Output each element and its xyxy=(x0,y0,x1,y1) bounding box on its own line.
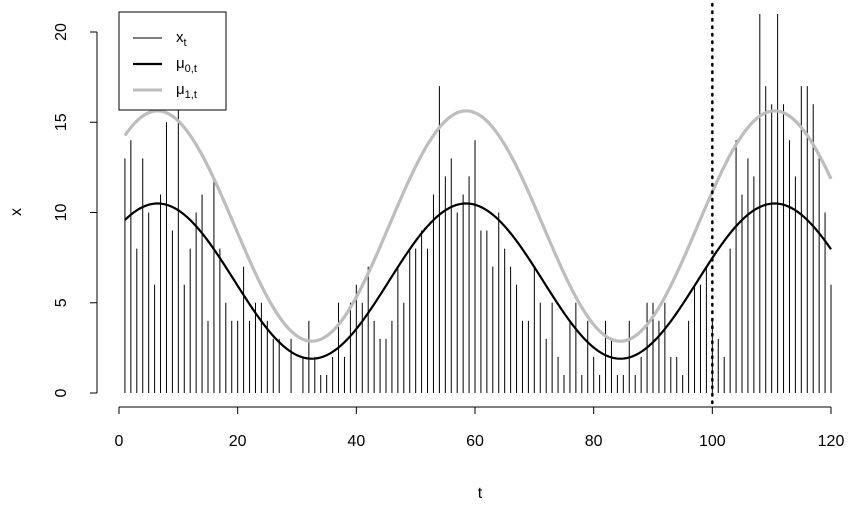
y-tick-label-5: 5 xyxy=(53,298,70,307)
x-tick-label-80: 80 xyxy=(585,433,603,450)
y-tick-label-20: 20 xyxy=(53,23,70,41)
axes: t x 0 20 40 60 80 100 120 0 5 10 15 20 xyxy=(8,23,844,502)
legend-label-mu1: μ1,t xyxy=(176,81,197,101)
y-tick-label-0: 0 xyxy=(53,388,70,397)
legend-label-xt: xt xyxy=(176,29,187,49)
legend-box xyxy=(118,11,227,111)
x-tick-label-60: 60 xyxy=(466,433,484,450)
x-tick-label-100: 100 xyxy=(699,433,726,450)
series-mu1-curve xyxy=(123,109,833,343)
x-tick-label-120: 120 xyxy=(818,433,845,450)
plot-region xyxy=(123,2,833,409)
series-xt xyxy=(124,13,832,393)
legend: xt μ0,t μ1,t xyxy=(118,11,227,111)
y-tick-label-15: 15 xyxy=(53,113,70,131)
legend-label-mu0: μ0,t xyxy=(176,55,197,75)
y-tick-label-10: 10 xyxy=(53,204,70,222)
x-tick-label-40: 40 xyxy=(347,433,365,450)
x-axis-label: t xyxy=(478,485,483,502)
x-tick-label-0: 0 xyxy=(115,433,124,450)
series-mu0-curve xyxy=(124,202,832,360)
y-axis-label: x xyxy=(8,208,25,216)
x-tick-label-20: 20 xyxy=(229,433,247,450)
